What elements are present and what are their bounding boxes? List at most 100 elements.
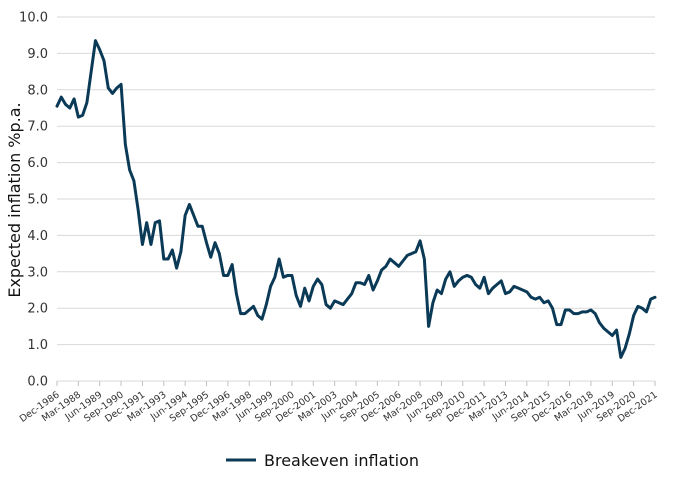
data-point (150, 243, 152, 246)
data-point (577, 312, 579, 315)
data-point (338, 301, 340, 304)
data-point (491, 287, 494, 289)
data-point (316, 278, 319, 280)
data-point (133, 180, 135, 182)
data-point (81, 114, 84, 117)
data-point (350, 292, 353, 295)
y-tick-label: 6.0 (27, 156, 48, 171)
data-point (141, 243, 144, 246)
data-point (474, 283, 477, 286)
data-point (244, 312, 246, 315)
data-point (560, 323, 562, 326)
y-axis-title: Expected inflation %p.a. (5, 102, 24, 297)
data-point (440, 292, 443, 295)
data-point (175, 267, 178, 269)
data-point (645, 311, 648, 313)
data-point (265, 303, 268, 306)
data-point (239, 312, 242, 315)
data-point (252, 305, 255, 308)
data-point (453, 285, 456, 288)
data-point (496, 283, 498, 286)
data-point (107, 87, 110, 89)
data-point (355, 281, 357, 284)
data-point (594, 312, 596, 315)
data-point (158, 220, 161, 222)
data-point (380, 269, 383, 271)
data-point (368, 274, 370, 277)
data-point (325, 303, 327, 306)
data-point (56, 105, 58, 107)
data-point (530, 296, 532, 299)
data-point (286, 274, 289, 277)
data-point (573, 312, 575, 315)
data-point (508, 291, 511, 293)
data-point (393, 261, 396, 264)
data-point (256, 314, 259, 317)
data-point (94, 39, 97, 42)
data-point (611, 334, 614, 337)
data-point (98, 48, 101, 51)
data-point (615, 329, 618, 331)
data-point (564, 309, 567, 311)
gridlines (57, 16, 655, 382)
data-point (547, 300, 550, 302)
y-tick-label: 9.0 (27, 47, 48, 62)
data-point (86, 101, 88, 104)
data-point (654, 296, 656, 299)
data-point (201, 225, 204, 228)
data-point (342, 303, 344, 306)
y-tick-label: 8.0 (27, 83, 48, 98)
data-point (607, 331, 609, 333)
data-point (235, 292, 238, 295)
data-point (128, 169, 131, 171)
data-point (513, 285, 515, 288)
data-point (538, 296, 541, 299)
data-point (291, 274, 293, 277)
data-point (269, 285, 272, 288)
data-point (90, 70, 92, 73)
data-point (77, 116, 80, 118)
y-tick-label: 4.0 (27, 229, 48, 244)
data-point (385, 265, 387, 268)
data-point (585, 311, 588, 313)
data-point (299, 305, 302, 308)
data-point (427, 325, 430, 328)
data-point (543, 301, 545, 304)
data-point (120, 83, 122, 86)
data-point (551, 307, 554, 310)
data-point (402, 260, 404, 262)
data-point (171, 249, 174, 251)
data-point (457, 280, 460, 282)
x-axis-ticks: Dec-1986Mar-1988Jun-1989Sep-1990Dec-1991… (18, 381, 660, 425)
data-point (192, 214, 195, 217)
data-point (449, 271, 451, 273)
data-point (555, 323, 558, 326)
data-point (60, 96, 63, 98)
legend: Breakeven inflation (226, 451, 419, 470)
data-point (590, 309, 592, 311)
data-point (487, 292, 490, 295)
data-point (419, 240, 421, 242)
data-point (372, 289, 374, 291)
data-point (162, 258, 165, 260)
data-point (423, 258, 426, 260)
data-point (602, 327, 605, 330)
data-point (64, 103, 67, 106)
data-point (188, 203, 191, 206)
data-point (470, 276, 473, 279)
data-point (231, 263, 233, 266)
data-point (69, 107, 71, 109)
data-point (406, 254, 409, 257)
data-point (598, 321, 601, 324)
data-point (534, 298, 537, 300)
data-point (248, 309, 251, 311)
series-layer (55, 39, 657, 359)
data-point (209, 256, 212, 259)
legend-label: Breakeven inflation (264, 451, 419, 470)
data-point (432, 301, 434, 304)
data-point (410, 252, 413, 255)
data-point (218, 252, 221, 255)
data-point (620, 356, 622, 359)
y-tick-label: 0.0 (27, 375, 48, 390)
